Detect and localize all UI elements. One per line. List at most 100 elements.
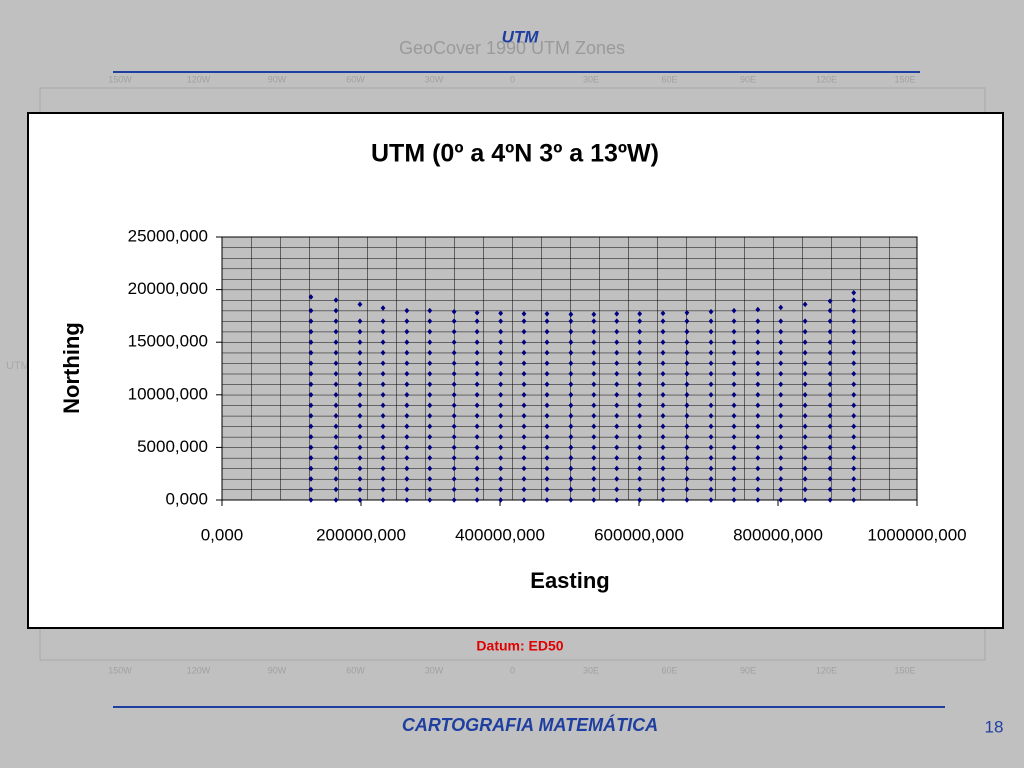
point: [637, 497, 643, 503]
point: [333, 318, 339, 324]
point: [731, 370, 737, 377]
point: [451, 308, 457, 315]
point: [544, 360, 550, 367]
point: [474, 370, 480, 377]
point: [778, 392, 784, 398]
point: [660, 402, 666, 409]
point: [731, 465, 737, 472]
point: [404, 339, 410, 345]
point: [778, 381, 784, 388]
point: [778, 339, 784, 345]
point: [827, 349, 833, 356]
point: [333, 413, 339, 419]
point: [684, 486, 690, 493]
point: [498, 444, 504, 451]
point: [521, 423, 527, 430]
point: [451, 349, 457, 356]
point: [802, 392, 808, 398]
point: [684, 318, 690, 324]
point: [660, 310, 666, 317]
point: [521, 339, 527, 345]
point: [802, 318, 808, 324]
point: [427, 318, 433, 324]
point: [731, 413, 737, 419]
point: [380, 423, 386, 430]
point: [521, 455, 527, 461]
point: [380, 381, 386, 388]
point: [660, 497, 666, 503]
point: [498, 360, 504, 367]
point: [308, 497, 314, 503]
map-label: 60E: [661, 665, 677, 675]
point: [308, 413, 314, 419]
point: [778, 328, 784, 335]
point: [731, 381, 737, 388]
point: [827, 339, 833, 345]
point: [380, 339, 386, 345]
point: [591, 370, 597, 377]
point: [802, 465, 808, 472]
point: [755, 465, 761, 472]
point: [474, 318, 480, 324]
point: [521, 392, 527, 398]
point: [380, 476, 386, 482]
point: [427, 423, 433, 430]
point: [778, 465, 784, 472]
point: [521, 476, 527, 482]
point: [308, 423, 314, 430]
point: [778, 434, 784, 440]
point: [708, 370, 714, 377]
point: [308, 349, 314, 356]
point: [474, 476, 480, 482]
point: [731, 307, 737, 314]
point: [755, 392, 761, 398]
point: [544, 381, 550, 388]
point: [755, 339, 761, 345]
point: [308, 434, 314, 440]
point: [521, 360, 527, 367]
point: [333, 423, 339, 430]
point: [591, 465, 597, 472]
point: [568, 402, 574, 409]
point: [451, 444, 457, 451]
point: [498, 402, 504, 409]
point: [451, 423, 457, 430]
point: [451, 360, 457, 367]
point: [851, 381, 857, 388]
point: [684, 349, 690, 356]
point: [451, 434, 457, 440]
point: [451, 497, 457, 503]
point: [731, 328, 737, 335]
point: [684, 434, 690, 440]
point: [498, 497, 504, 503]
point: [684, 497, 690, 503]
map-label: 30E: [583, 74, 599, 84]
point: [451, 413, 457, 419]
point: [568, 370, 574, 377]
point: [708, 381, 714, 388]
point: [637, 444, 643, 451]
point: [637, 413, 643, 419]
map-label: 60W: [346, 665, 365, 675]
map-side-label: UTM: [6, 360, 30, 372]
point: [637, 434, 643, 440]
point: [851, 444, 857, 451]
chart: 0,000 5000,000 10000,000 15000,000 20000,000…: [128, 226, 967, 544]
point: [802, 413, 808, 419]
point: [591, 476, 597, 482]
slide-title: UTM: [502, 27, 540, 46]
point: [544, 455, 550, 461]
x-tick-label: 400000,000: [455, 525, 545, 544]
point: [755, 486, 761, 493]
point: [308, 339, 314, 345]
point: [708, 360, 714, 367]
point: [380, 486, 386, 493]
point: [380, 318, 386, 324]
point: [427, 434, 433, 440]
footer-text: CARTOGRAFIA MATEMÁTICA: [402, 714, 658, 735]
point: [474, 360, 480, 367]
point: [451, 370, 457, 377]
point: [568, 349, 574, 356]
point: [591, 413, 597, 419]
